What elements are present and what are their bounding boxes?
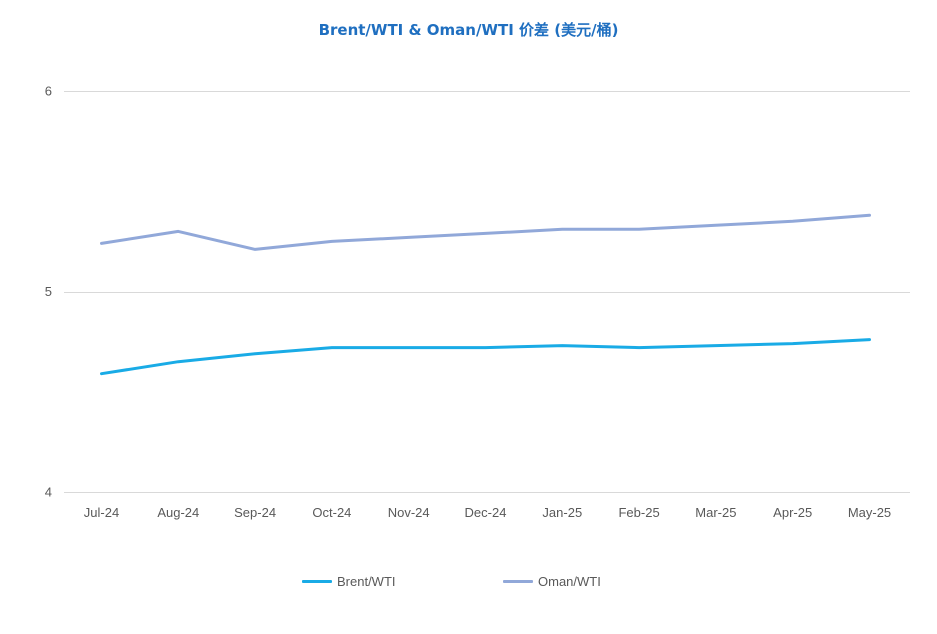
- x-tick-label: Feb-25: [618, 505, 659, 520]
- y-tick-label: 4: [45, 485, 52, 500]
- x-tick-label: Apr-25: [773, 505, 812, 520]
- x-tick-label: Jul-24: [84, 505, 119, 520]
- legend-item-oman-wti: Oman/WTI: [503, 574, 601, 589]
- legend-swatch-oman-wti: [503, 580, 533, 583]
- y-tick-label: 6: [45, 84, 52, 99]
- x-tick-label: Dec-24: [465, 505, 507, 520]
- legend-label-oman-wti: Oman/WTI: [538, 574, 601, 589]
- series-line-brent-wti: [100, 338, 871, 376]
- x-tick-label: May-25: [848, 505, 891, 520]
- chart-title: Brent/WTI & Oman/WTI 价差 (美元/桶): [318, 21, 619, 39]
- gridlines: [64, 91, 910, 493]
- x-tick-label: Nov-24: [388, 505, 430, 520]
- x-tick-label: Mar-25: [695, 505, 736, 520]
- series-lines: [100, 213, 871, 376]
- legend: Brent/WTI Oman/WTI: [0, 574, 937, 594]
- x-axis-ticks: Jul-24 Aug-24 Sep-24 Oct-24 Nov-24 Dec-24 Jan-…: [84, 505, 891, 520]
- series-line-oman-wti: [100, 213, 871, 251]
- legend-swatch-brent-wti: [302, 580, 332, 583]
- y-tick-label: 5: [45, 284, 52, 299]
- x-tick-label: Jan-25: [542, 505, 582, 520]
- x-tick-label: Aug-24: [157, 505, 199, 520]
- x-tick-label: Oct-24: [312, 505, 351, 520]
- y-axis-ticks: 4 5 6: [45, 84, 52, 500]
- legend-label-brent-wti: Brent/WTI: [337, 574, 396, 589]
- x-tick-label: Sep-24: [234, 505, 276, 520]
- legend-item-brent-wti: Brent/WTI: [302, 574, 396, 589]
